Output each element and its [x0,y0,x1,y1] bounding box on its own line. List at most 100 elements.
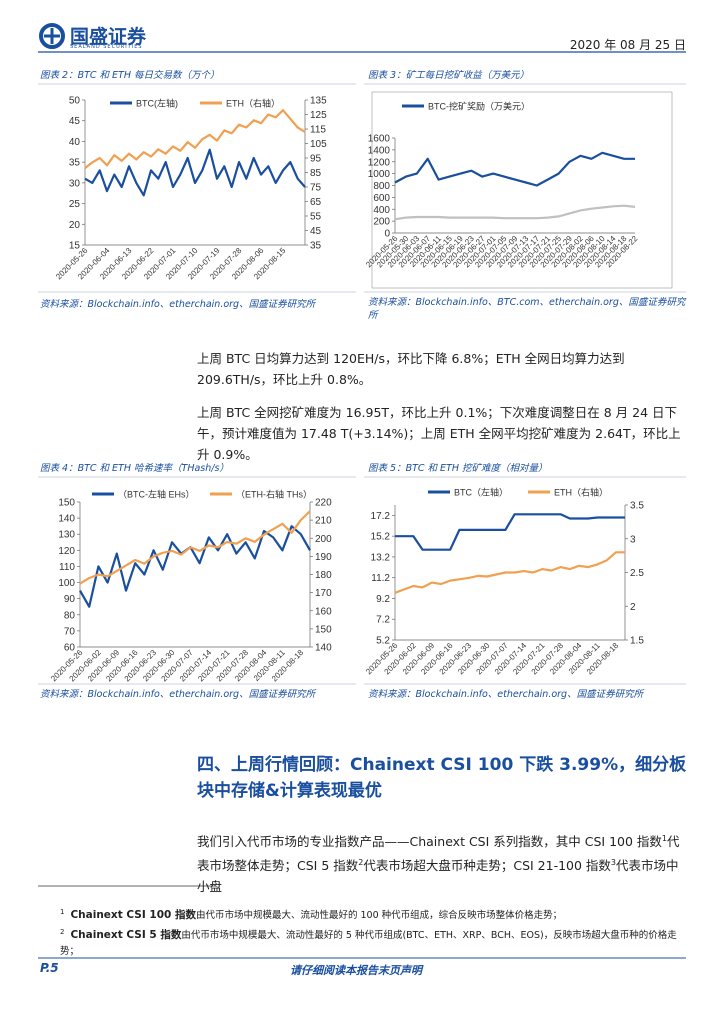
footnote-term: Chainext CSI 5 指数 [70,929,182,942]
logo [39,23,65,49]
y-tick-label: 140 [58,514,75,525]
footnotes: 1 Chainext CSI 100 指数由代币市场中规模最大、流动性最好的 10… [60,904,686,960]
y-tick-label: 400 [373,205,390,216]
footnote-text: 由代币市场中规模最大、流动性最好的 100 种代币组成，综合反映市场整体价格走势… [195,910,563,922]
y-tick-label: 40 [69,137,81,148]
y-tick-label: 1400 [368,145,391,156]
y-tick-label: 120 [58,546,75,557]
y2-tick-label: 210 [315,516,332,527]
y-tick-label: 30 [69,178,81,189]
y-tick-label: 13.2 [371,552,391,563]
y-tick-label: 1600 [368,134,391,145]
y2-tick-label: 75 [310,183,322,194]
chart-frame [371,91,673,289]
chart-caption: 图表 2：BTC 和 ETH 每日交易数（万个） [40,70,220,81]
legend-label: BTC（左轴） [454,487,508,498]
y2-tick-label: 95 [310,154,322,165]
y-tick-label: 80 [64,610,76,621]
series-line [395,513,625,551]
y2-tick-label: 3 [630,534,636,545]
y-tick-label: 90 [64,594,76,605]
y-tick-label: 5.2 [376,636,390,647]
chart-caption: 图表 3：矿工每日挖矿收益（万美元） [368,70,530,81]
y-tick-label: 25 [69,199,81,210]
series-line [394,151,635,187]
y2-tick-label: 45 [310,226,322,237]
legend-label: BTC(左轴) [136,98,178,109]
text: 代表市场超大盘币种走势；CSI 21-100 指数 [363,858,611,874]
legend-label: （ETH-右轴 THs） [236,489,312,500]
series-line [84,148,306,197]
y-tick-label: 20 [69,220,81,231]
series-line [84,109,306,169]
footnote-term: Chainext CSI 100 指数 [70,909,196,922]
y2-tick-label: 2 [630,602,636,613]
y-tick-label: 7.2 [376,615,390,626]
text: 代表市场整体走势；CSI 5 指数 [197,834,680,874]
y-tick-label: 1200 [368,157,391,168]
y2-tick-label: 2.5 [630,568,644,579]
y2-tick-label: 220 [315,498,332,509]
y2-tick-label: 105 [310,139,327,150]
legend-label: ETH（右轴） [226,98,280,109]
series-line [79,525,311,608]
y2-tick-label: 1.5 [630,636,644,647]
footer-notice: 请仔细阅读本报告末页声明 [290,964,422,977]
y-tick-label: 130 [58,530,75,541]
footnote-text: 由代币市场中规模最大、流动性最好的 5 种代币组成(BTC、ETH、XRP、BC… [60,930,677,958]
footnote-num: 1 [60,908,65,916]
y2-tick-label: 150 [315,624,332,635]
legend-label: ETH（右轴） [554,487,608,498]
y-tick-label: 0 [384,229,390,240]
footnote-ref: 1 [661,834,667,843]
y2-tick-label: 140 [315,643,332,654]
y2-tick-label: 170 [315,588,332,599]
series-line [79,510,311,585]
y2-tick-label: 85 [310,168,322,179]
y2-tick-label: 3.5 [630,501,644,512]
y2-tick-label: 65 [310,197,322,208]
y2-tick-label: 200 [315,534,332,545]
y2-tick-label: 115 [310,125,326,136]
y-tick-label: 800 [373,181,390,192]
y-tick-label: 150 [58,498,75,509]
y2-tick-label: 180 [315,570,332,581]
footnote-ref: 2 [358,858,364,868]
chart-source: 资料来源：Blockchain.info、BTC.com、etherchain.… [368,297,686,321]
y2-tick-label: 55 [310,212,322,223]
report-date: 2020 年 08 月 25 日 [569,38,686,52]
y-tick-label: 15 [69,241,81,252]
series-line [394,204,636,221]
y-tick-label: 50 [69,96,81,107]
paragraph: 上周 BTC 全网挖矿难度为 16.95T，环比上升 0.1%；下次难度调整日在… [197,405,681,462]
company-en: SEALAND SECURITIES [70,44,143,50]
chart-source: 资料来源：Blockchain.info、etherchain.org、国盛证券… [40,299,316,310]
y-tick-label: 9.2 [376,594,390,605]
y-tick-label: 45 [69,116,81,127]
footnote: 1 Chainext CSI 100 指数由代币市场中规模最大、流动性最好的 10… [60,904,686,924]
page-number: P.5 [40,961,59,975]
y2-tick-label: 135 [310,96,327,107]
y2-tick-label: 125 [310,110,327,121]
footnote-ref: 3 [610,858,617,868]
y2-tick-label: 160 [315,606,332,617]
y-tick-label: 11.2 [371,573,390,584]
series-line [394,551,625,594]
chart-source: 资料来源：Blockchain.info、etherchain.org、国盛证券… [40,689,316,700]
y2-tick-label: 35 [310,241,322,252]
intro-paragraph: 我们引入代币市场的专业指数产品——Chainext CSI 系列指数，其中 CS… [197,828,689,897]
chart-source: 资料来源：Blockchain.info、etherchain.org、国盛证券… [368,689,644,700]
footnote-num: 2 [60,928,65,937]
y-tick-label: 60 [64,643,76,654]
y-tick-label: 600 [373,193,390,204]
y-tick-label: 200 [373,217,390,228]
text: 代表市场中小盘 [197,858,679,895]
company: 国盛证券 [70,26,147,48]
chart-caption: 图表 4：BTC 和 ETH 哈希速率（THash/s） [40,463,229,474]
footnote: 2 Chainext CSI 5 指数由代币市场中规模最大、流动性最好的 5 种代… [60,924,686,960]
section-title: 四、上周行情回顾：Chainext CSI 100 下跌 3.99%，细分板块中… [197,755,687,801]
paragraph: 上周 BTC 日均算力达到 120EH/s，环比下降 6.8%；ETH 全网日均… [197,351,625,387]
legend-label: （BTC-左轴 EHs） [118,489,195,500]
